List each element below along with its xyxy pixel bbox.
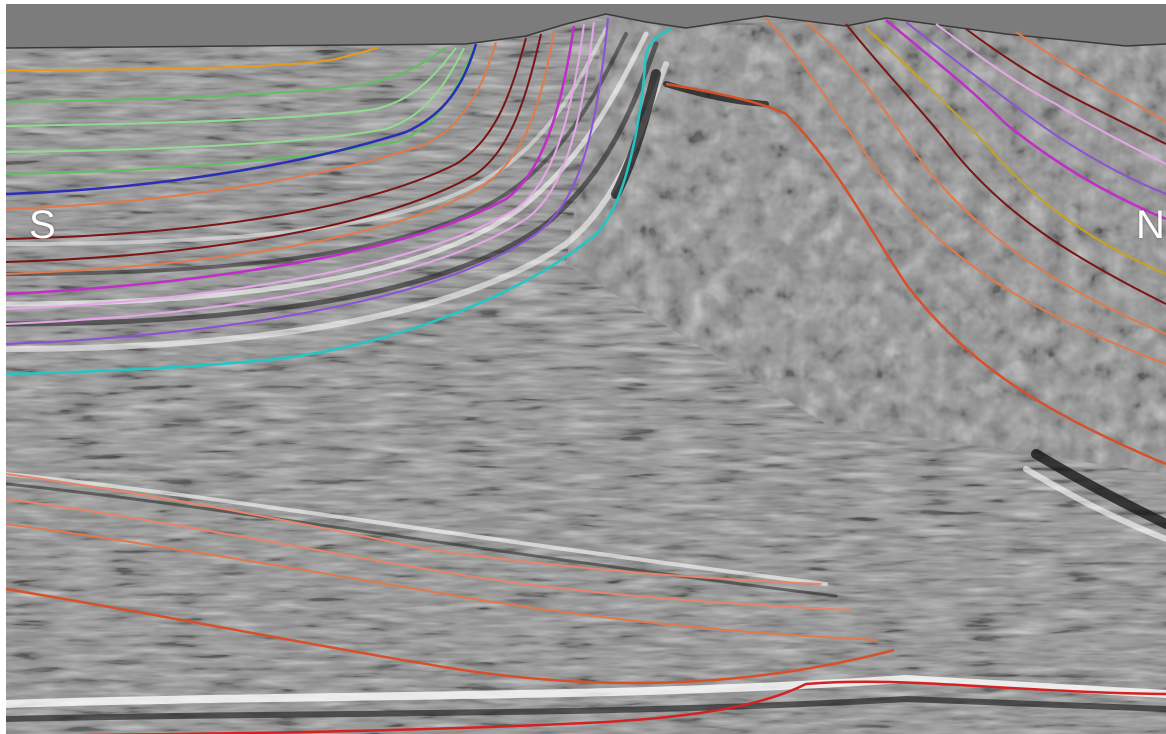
topography-line [6,13,1166,49]
direction-label-north: N [1136,203,1165,247]
seismic-section [6,4,1166,734]
horizons-deep [6,473,1166,734]
direction-label-south: S [29,203,56,247]
horizons-right [665,17,1166,466]
header-band [6,4,1166,48]
seismic-section-image [6,4,1166,734]
left-flank-reflectors [6,27,1166,722]
horizons-left [6,17,672,376]
